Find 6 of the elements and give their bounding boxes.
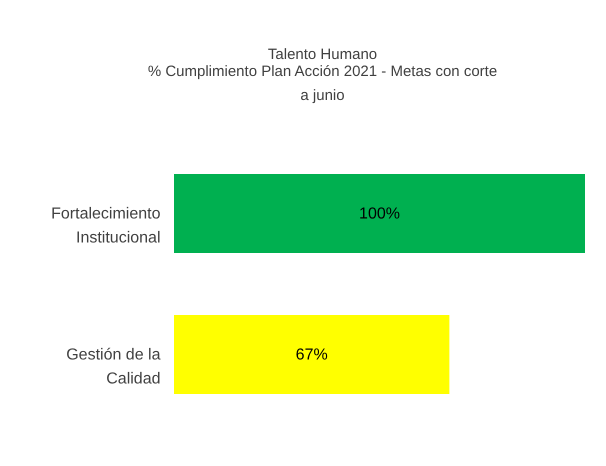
chart-title: Talento Humano [268, 46, 378, 63]
data-label: 100% [359, 206, 400, 222]
y-tick-label: Fortalecimiento Institucional [51, 206, 161, 246]
chart-subtitle: % Cumplimiento Plan Acción 2021 - Metas con corte a junio [148, 63, 498, 104]
data-label: 67% [296, 346, 328, 364]
y-tick-label: Gestión de la Calidad [66, 346, 161, 388]
